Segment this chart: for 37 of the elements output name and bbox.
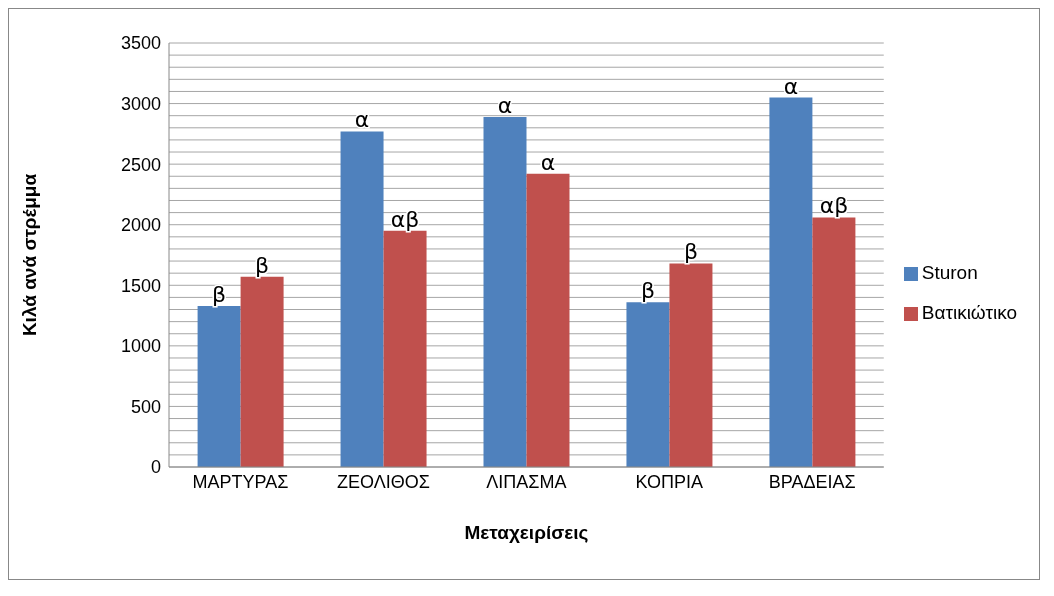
data-label: α xyxy=(497,92,513,118)
bar xyxy=(526,173,570,467)
x-tick-label: ΚΟΠΡΙΑ xyxy=(635,471,704,492)
x-tick-label: ΛΙΠΑΣΜΑ xyxy=(486,471,567,492)
y-tick-label: 0 xyxy=(150,457,161,478)
bar xyxy=(769,97,813,467)
y-tick-label: 3000 xyxy=(120,93,161,114)
y-axis-title: Κιλά ανά στρέμμα xyxy=(18,173,40,337)
bar xyxy=(669,263,713,467)
data-label: α xyxy=(354,107,370,133)
data-label: αβ xyxy=(390,206,420,232)
legend-label: Βατικιώτικο xyxy=(921,302,1017,323)
legend-label: Sturon xyxy=(921,262,978,283)
bar xyxy=(240,276,284,467)
data-label: β xyxy=(212,281,227,307)
bar xyxy=(383,230,427,467)
data-label: β xyxy=(683,239,698,265)
data-label: β xyxy=(255,252,270,278)
bar xyxy=(812,217,856,467)
y-tick-label: 1500 xyxy=(120,275,161,296)
x-axis-title: Μεταχειρίσεις xyxy=(464,522,589,543)
y-tick-label: 1000 xyxy=(120,336,161,357)
bar xyxy=(197,305,241,467)
x-tick-label: ΒΡΑΔΕΙΑΣ xyxy=(768,471,856,492)
data-label: β xyxy=(640,278,655,304)
x-tick-label: ΖΕΟΛΙΘΟΣ xyxy=(337,471,430,492)
y-tick-label: 2000 xyxy=(120,215,161,236)
bar xyxy=(483,116,527,467)
data-label: α xyxy=(540,149,556,175)
y-tick-label: 2500 xyxy=(120,154,161,175)
bar xyxy=(340,131,384,467)
x-tick-label: ΜΑΡΤΥΡΑΣ xyxy=(192,471,289,492)
data-label: αβ xyxy=(819,193,849,219)
y-tick-label: 3500 xyxy=(120,33,161,54)
data-label: α xyxy=(783,73,799,99)
y-tick-label: 500 xyxy=(130,396,161,417)
bar xyxy=(626,302,670,467)
